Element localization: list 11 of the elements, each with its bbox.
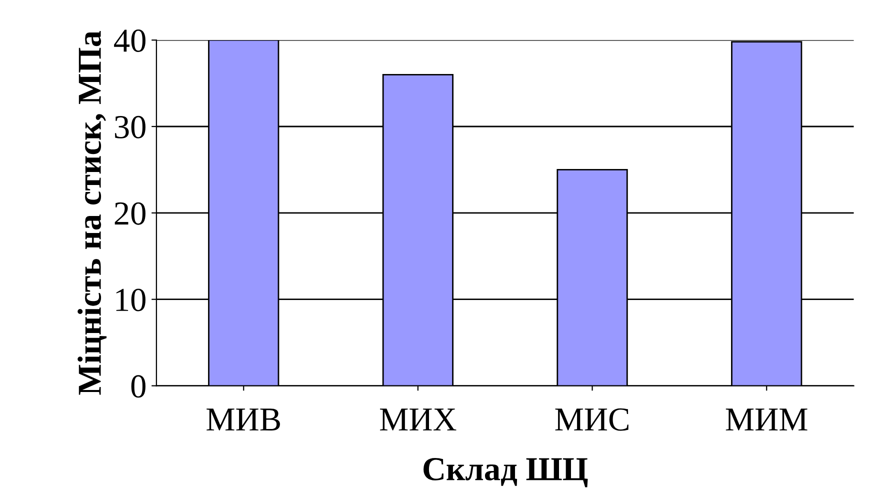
x-tick-label: МИВ [206,408,280,431]
y-tick-label: 10 [116,288,146,312]
y-tick-label: 0 [131,375,146,398]
x-tick-label: МИС [555,408,628,431]
y-tick-label: 30 [114,116,146,138]
y-tick-label: 40 [114,29,146,52]
x-tick-label: МИМ [726,408,808,430]
x-tick-label: МИХ [380,408,456,430]
y-tick-label: 20 [114,202,146,225]
x-axis-title: Склад ШЦ [424,458,588,488]
y-axis-title: Міцність на стиск, МПа [78,31,107,395]
